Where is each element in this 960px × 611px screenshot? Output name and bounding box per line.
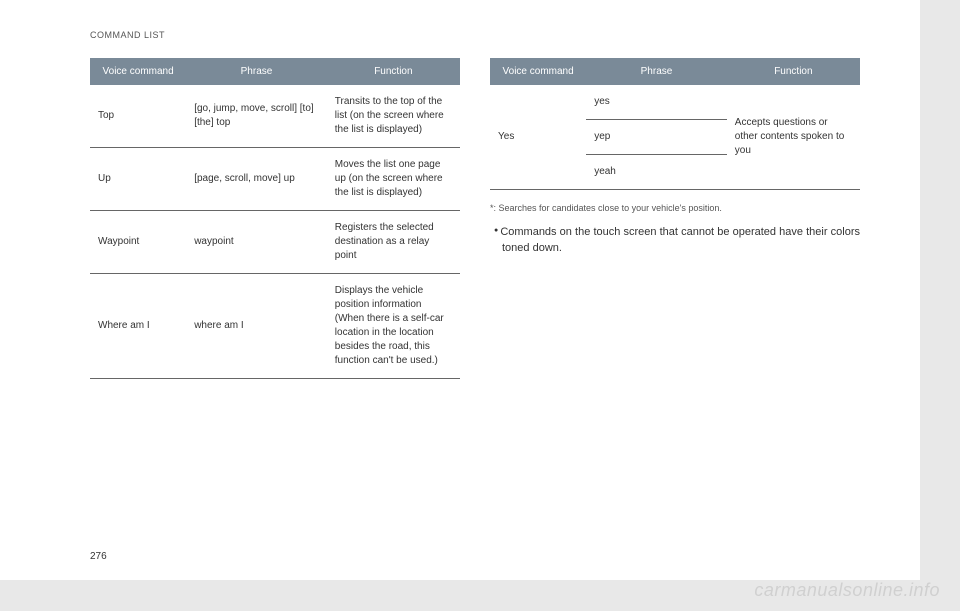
table-row: Up [page, scroll, move] up Moves the lis… (90, 148, 460, 211)
cell-voice: Waypoint (90, 211, 186, 274)
cell-phrase: where am I (186, 274, 327, 379)
right-column: Voice command Phrase Function Yes yes Ac… (490, 58, 860, 379)
watermark-text: carmanualsonline.info (754, 580, 940, 601)
cell-voice: Top (90, 85, 186, 148)
th-voice: Voice command (90, 58, 186, 85)
th-phrase: Phrase (586, 58, 727, 85)
cell-phrase: yep (586, 120, 727, 155)
cell-phrase: waypoint (186, 211, 327, 274)
right-command-table: Voice command Phrase Function Yes yes Ac… (490, 58, 860, 190)
cell-function: Accepts questions or other contents spok… (727, 85, 860, 190)
cell-voice: Up (90, 148, 186, 211)
footnote-text: *: Searches for candidates close to your… (490, 202, 860, 216)
table-row: Yes yes Accepts questions or other conte… (490, 85, 860, 120)
content-columns: Voice command Phrase Function Top [go, j… (90, 58, 860, 379)
cell-voice: Yes (490, 85, 586, 190)
cell-function: Registers the selected destination as a … (327, 211, 460, 274)
th-function: Function (327, 58, 460, 85)
cell-phrase: [page, scroll, move] up (186, 148, 327, 211)
th-function: Function (727, 58, 860, 85)
cell-phrase: yes (586, 85, 727, 120)
bullet-note-text: Commands on the touch screen that cannot… (490, 224, 860, 257)
table-row: Top [go, jump, move, scroll] [to] [the] … (90, 85, 460, 148)
cell-function: Displays the vehicle position informatio… (327, 274, 460, 379)
table-header-row: Voice command Phrase Function (90, 58, 460, 85)
table-header-row: Voice command Phrase Function (490, 58, 860, 85)
cell-voice: Where am I (90, 274, 186, 379)
cell-phrase: [go, jump, move, scroll] [to] [the] top (186, 85, 327, 148)
th-phrase: Phrase (186, 58, 327, 85)
manual-page: COMMAND LIST Voice command Phrase Functi… (0, 0, 920, 580)
table-row: Where am I where am I Displays the vehic… (90, 274, 460, 379)
cell-function: Transits to the top of the list (on the … (327, 85, 460, 148)
page-number: 276 (90, 551, 107, 562)
left-column: Voice command Phrase Function Top [go, j… (90, 58, 460, 379)
page-header: COMMAND LIST (90, 30, 860, 40)
table-row: Waypoint waypoint Registers the selected… (90, 211, 460, 274)
left-command-table: Voice command Phrase Function Top [go, j… (90, 58, 460, 379)
cell-function: Moves the list one page up (on the scree… (327, 148, 460, 211)
th-voice: Voice command (490, 58, 586, 85)
cell-phrase: yeah (586, 155, 727, 190)
